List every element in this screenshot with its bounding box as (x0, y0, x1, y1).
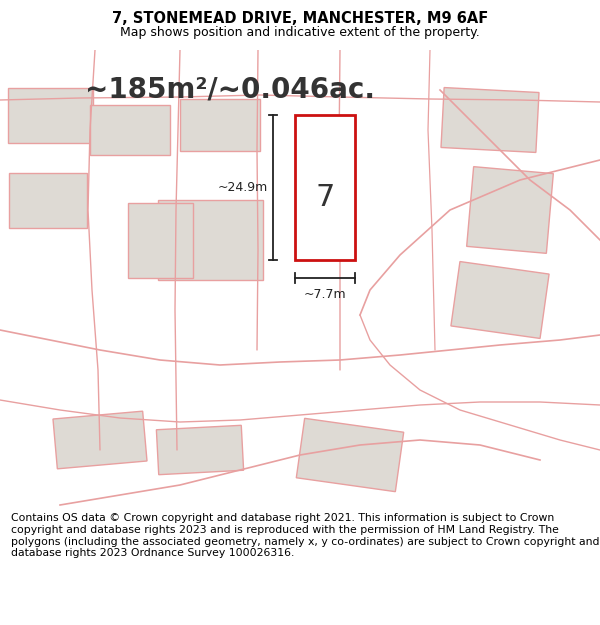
Text: ~185m²/~0.046ac.: ~185m²/~0.046ac. (85, 76, 375, 104)
Text: 7: 7 (316, 183, 335, 212)
Polygon shape (7, 88, 92, 142)
Polygon shape (441, 88, 539, 152)
Polygon shape (467, 167, 553, 253)
Polygon shape (157, 425, 244, 475)
Text: Contains OS data © Crown copyright and database right 2021. This information is : Contains OS data © Crown copyright and d… (11, 514, 599, 558)
Polygon shape (53, 411, 147, 469)
Polygon shape (451, 261, 549, 339)
Polygon shape (157, 200, 263, 280)
Polygon shape (296, 418, 404, 492)
Polygon shape (90, 105, 170, 155)
Polygon shape (180, 99, 260, 151)
Polygon shape (128, 202, 193, 278)
Text: 7, STONEMEAD DRIVE, MANCHESTER, M9 6AF: 7, STONEMEAD DRIVE, MANCHESTER, M9 6AF (112, 11, 488, 26)
Polygon shape (9, 173, 87, 228)
Bar (295, 115, 355, 260)
Text: ~24.9m: ~24.9m (218, 181, 268, 194)
Text: Map shows position and indicative extent of the property.: Map shows position and indicative extent… (120, 26, 480, 39)
Text: ~7.7m: ~7.7m (304, 288, 346, 301)
